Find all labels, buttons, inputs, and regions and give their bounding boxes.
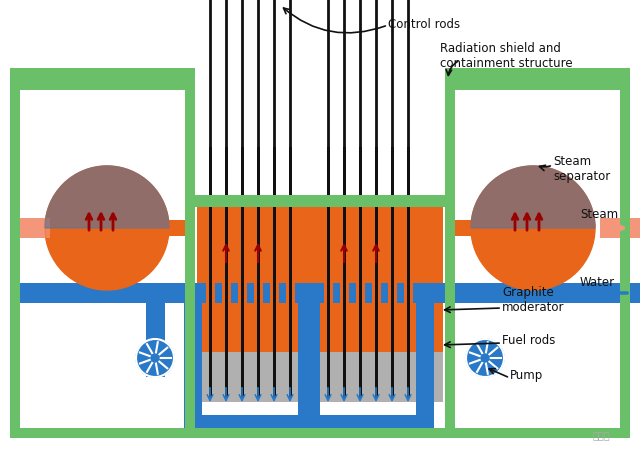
Bar — [197, 207, 443, 352]
Circle shape — [136, 339, 174, 377]
Bar — [302, 285, 320, 415]
Circle shape — [151, 354, 159, 362]
Bar — [342, 147, 346, 398]
Bar — [206, 352, 215, 398]
Bar — [270, 352, 279, 398]
Bar — [445, 68, 455, 438]
Bar — [356, 352, 365, 398]
Bar — [358, 147, 362, 398]
Bar — [600, 218, 640, 238]
Bar — [238, 352, 247, 398]
Bar — [388, 207, 397, 398]
Bar — [445, 428, 630, 438]
Wedge shape — [45, 166, 169, 254]
Text: 自家号: 自家号 — [593, 430, 610, 440]
Bar — [206, 207, 215, 398]
Bar — [324, 207, 333, 398]
Bar — [270, 207, 279, 398]
Bar — [298, 285, 316, 415]
Bar — [372, 207, 381, 398]
Bar — [146, 285, 165, 303]
Bar — [184, 285, 202, 415]
Text: Radiation shield and
containment structure: Radiation shield and containment structu… — [440, 42, 573, 70]
Bar — [404, 207, 413, 398]
Bar — [390, 147, 394, 398]
Bar — [10, 428, 630, 438]
Bar — [10, 283, 640, 303]
Bar — [356, 207, 365, 398]
Bar — [302, 415, 434, 433]
Bar — [404, 352, 413, 398]
Bar — [146, 285, 165, 307]
Bar — [184, 415, 316, 433]
Bar — [620, 68, 630, 438]
Bar — [476, 285, 495, 303]
Bar — [195, 195, 445, 207]
Wedge shape — [471, 166, 595, 228]
Text: Fuel rods: Fuel rods — [502, 333, 556, 347]
Bar — [445, 68, 630, 78]
Bar — [374, 147, 378, 398]
Bar — [185, 68, 195, 438]
Bar — [225, 147, 227, 398]
Bar — [195, 195, 445, 207]
Bar — [455, 78, 620, 90]
Text: Control rods: Control rods — [388, 18, 460, 31]
Text: Steam
separator: Steam separator — [553, 155, 611, 183]
Bar — [324, 352, 333, 398]
Bar — [238, 207, 247, 398]
Bar — [340, 207, 349, 398]
Bar — [164, 220, 195, 236]
Text: Water: Water — [580, 275, 615, 289]
Bar — [372, 352, 381, 398]
Bar — [273, 147, 275, 398]
Bar — [209, 147, 211, 398]
Bar — [222, 352, 231, 398]
Bar — [257, 147, 259, 398]
Bar — [416, 285, 476, 303]
Wedge shape — [45, 166, 169, 228]
Bar — [254, 207, 263, 398]
Circle shape — [471, 166, 595, 290]
Circle shape — [466, 339, 504, 377]
Bar — [241, 147, 243, 398]
Bar — [445, 220, 476, 236]
Bar — [20, 78, 185, 90]
Bar — [146, 285, 165, 377]
Bar — [10, 68, 20, 438]
Bar — [286, 207, 295, 398]
Bar — [286, 352, 295, 398]
Text: Pump: Pump — [510, 368, 543, 381]
Bar — [10, 218, 50, 238]
Bar — [340, 352, 349, 398]
Bar — [222, 207, 231, 398]
Bar — [146, 285, 184, 303]
Bar — [10, 428, 195, 438]
Bar — [10, 68, 195, 78]
Circle shape — [481, 354, 489, 362]
Bar — [197, 207, 443, 402]
Text: Steam: Steam — [580, 208, 618, 222]
Text: Graphite
moderator: Graphite moderator — [502, 286, 564, 314]
Wedge shape — [471, 166, 595, 254]
Circle shape — [45, 166, 169, 290]
Bar — [289, 147, 291, 398]
Bar — [254, 352, 263, 398]
Bar — [326, 147, 330, 398]
Bar — [416, 285, 434, 415]
Bar — [406, 147, 410, 398]
Bar — [388, 352, 397, 398]
